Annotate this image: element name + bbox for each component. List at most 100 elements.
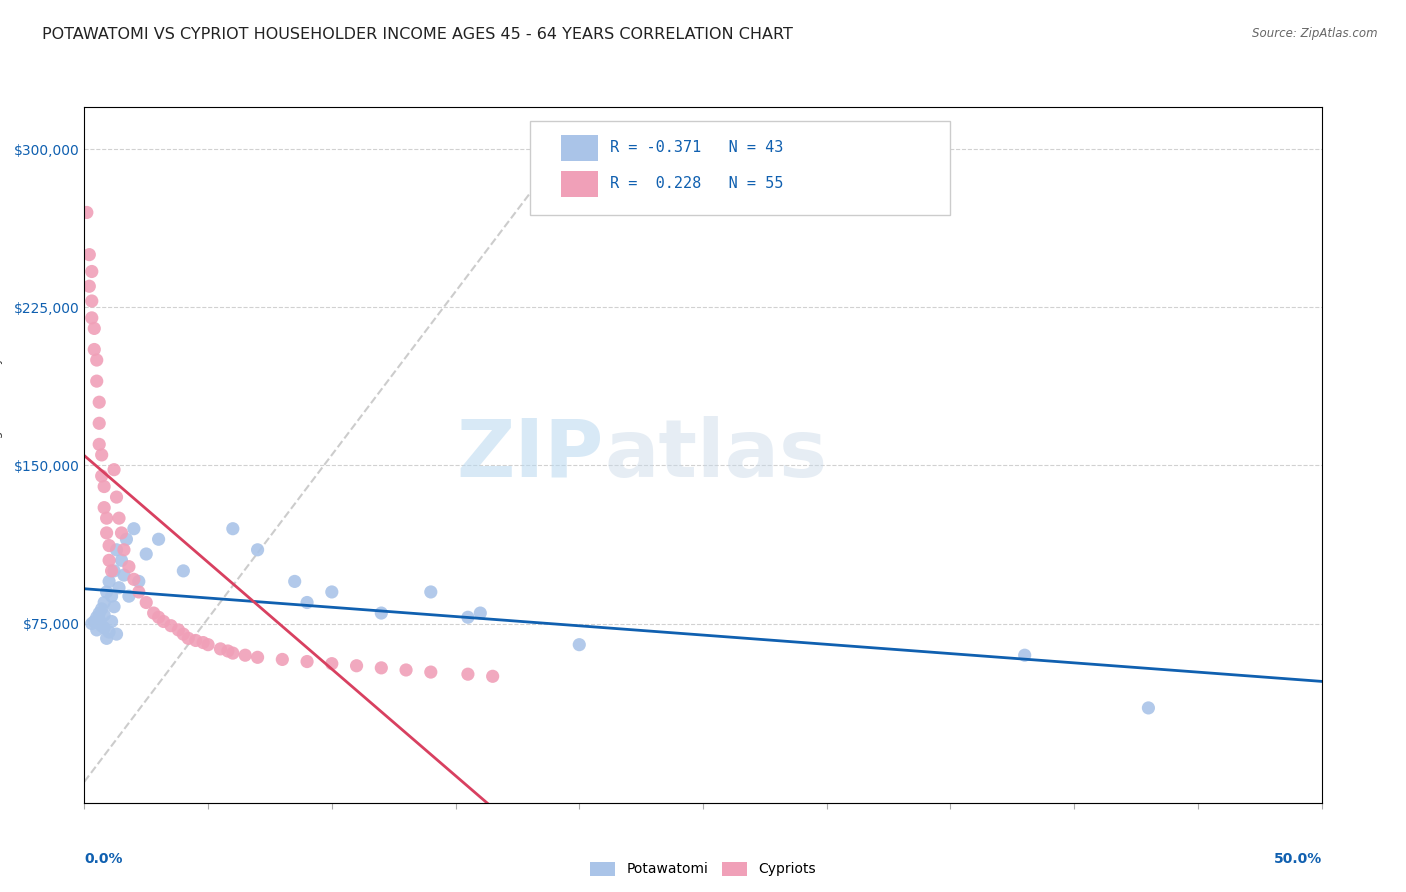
Point xyxy=(321,657,343,671)
Point xyxy=(93,621,115,635)
Text: R = -0.371   N = 43: R = -0.371 N = 43 xyxy=(610,140,783,155)
Text: 50.0%: 50.0% xyxy=(1274,852,1322,865)
Point xyxy=(90,618,112,632)
Point xyxy=(419,665,441,679)
Point xyxy=(135,547,157,561)
Point xyxy=(98,625,121,640)
Point xyxy=(79,247,101,261)
Text: 0.0%: 0.0% xyxy=(84,852,122,865)
Point xyxy=(89,395,111,409)
Point xyxy=(152,615,174,629)
Point xyxy=(93,608,115,623)
Point xyxy=(76,205,98,219)
Point xyxy=(395,663,418,677)
Point xyxy=(90,469,112,483)
Point xyxy=(110,553,132,567)
Point xyxy=(105,490,128,504)
Point xyxy=(370,661,392,675)
Legend: Potawatomi, Cypriots: Potawatomi, Cypriots xyxy=(586,857,820,880)
FancyBboxPatch shape xyxy=(530,121,950,215)
Point xyxy=(122,522,145,536)
Point xyxy=(222,646,245,660)
Point xyxy=(346,658,368,673)
Point xyxy=(271,652,294,666)
Point xyxy=(90,602,112,616)
Point xyxy=(457,667,479,681)
Point xyxy=(89,612,111,626)
Point xyxy=(222,522,245,536)
Point xyxy=(295,595,318,609)
Point xyxy=(86,374,108,388)
Point xyxy=(100,589,122,603)
Point xyxy=(167,623,190,637)
Point xyxy=(108,581,131,595)
Point xyxy=(246,650,269,665)
Point xyxy=(98,539,121,553)
Text: R =  0.228   N = 55: R = 0.228 N = 55 xyxy=(610,176,783,191)
Point xyxy=(105,627,128,641)
Point xyxy=(83,321,105,335)
Point xyxy=(103,564,125,578)
Point xyxy=(177,632,200,646)
Point xyxy=(80,293,103,308)
Point xyxy=(98,553,121,567)
Point xyxy=(79,279,101,293)
Point xyxy=(112,568,135,582)
Point xyxy=(148,533,170,547)
Point xyxy=(93,500,115,515)
Point xyxy=(96,511,118,525)
Point xyxy=(148,610,170,624)
Point xyxy=(96,525,118,540)
Point xyxy=(118,589,141,603)
Point xyxy=(160,618,183,632)
Point xyxy=(1014,648,1036,663)
Point xyxy=(184,633,207,648)
Point xyxy=(103,599,125,614)
Y-axis label: Householder Income Ages 45 - 64 years: Householder Income Ages 45 - 64 years xyxy=(0,330,3,580)
Point xyxy=(284,574,307,589)
Point xyxy=(321,585,343,599)
Point xyxy=(103,463,125,477)
Point xyxy=(96,585,118,599)
Point xyxy=(142,606,165,620)
Point xyxy=(1137,701,1160,715)
Point xyxy=(118,559,141,574)
Point xyxy=(122,572,145,586)
Point xyxy=(481,669,503,683)
Point xyxy=(89,437,111,451)
Point xyxy=(172,564,194,578)
Point xyxy=(115,533,138,547)
Point xyxy=(128,574,150,589)
Point xyxy=(89,417,111,431)
Point xyxy=(90,448,112,462)
Point xyxy=(419,585,441,599)
Text: Source: ZipAtlas.com: Source: ZipAtlas.com xyxy=(1253,27,1378,40)
Point xyxy=(233,648,256,663)
Text: atlas: atlas xyxy=(605,416,827,494)
Point xyxy=(209,641,232,656)
Point xyxy=(457,610,479,624)
Point xyxy=(83,343,105,357)
Point xyxy=(246,542,269,557)
Point xyxy=(105,542,128,557)
Point xyxy=(93,479,115,493)
Point xyxy=(128,585,150,599)
Point xyxy=(370,606,392,620)
Point xyxy=(112,542,135,557)
Point xyxy=(98,574,121,589)
Point xyxy=(80,310,103,325)
Point xyxy=(470,606,492,620)
Point xyxy=(135,595,157,609)
Point xyxy=(83,615,105,629)
Text: POTAWATOMI VS CYPRIOT HOUSEHOLDER INCOME AGES 45 - 64 YEARS CORRELATION CHART: POTAWATOMI VS CYPRIOT HOUSEHOLDER INCOME… xyxy=(42,27,793,42)
Point xyxy=(217,644,239,658)
FancyBboxPatch shape xyxy=(561,135,598,161)
Point xyxy=(110,525,132,540)
Text: ZIP: ZIP xyxy=(457,416,605,494)
Point xyxy=(100,615,122,629)
Point xyxy=(86,623,108,637)
Point xyxy=(80,616,103,631)
Point xyxy=(93,595,115,609)
Point xyxy=(86,610,108,624)
Point xyxy=(197,638,219,652)
